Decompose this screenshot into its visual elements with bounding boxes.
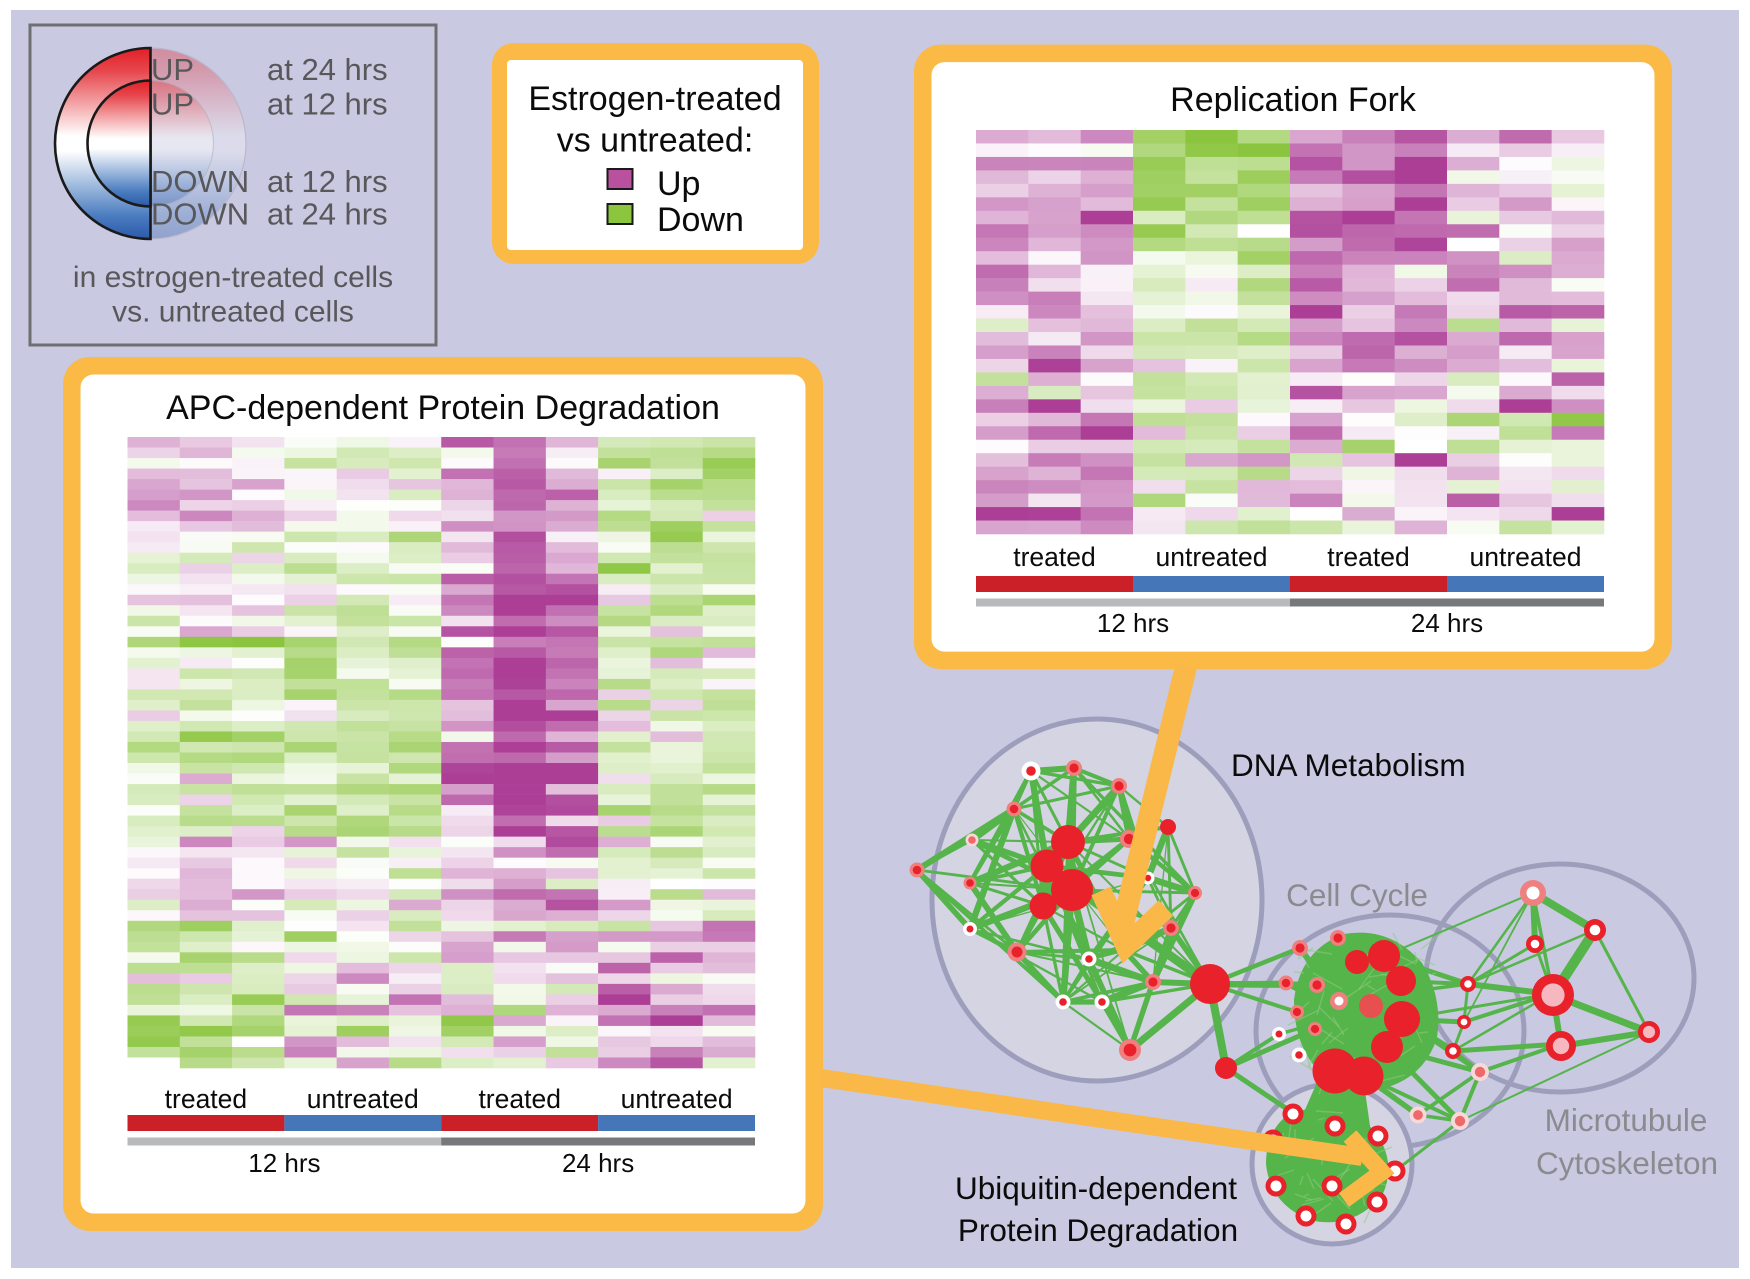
svg-text:UP: UP — [151, 52, 194, 87]
svg-text:UP: UP — [151, 87, 194, 122]
svg-text:at 12 hrs: at 12 hrs — [267, 87, 388, 122]
svg-text:untreated: untreated — [1470, 542, 1582, 572]
svg-text:untreated: untreated — [621, 1084, 733, 1114]
svg-text:untreated: untreated — [307, 1084, 419, 1114]
svg-text:treated: treated — [478, 1084, 561, 1114]
svg-text:DOWN: DOWN — [151, 164, 249, 199]
svg-text:APC-dependent Protein Degradat: APC-dependent Protein Degradation — [166, 389, 720, 427]
svg-text:Estrogen-treated: Estrogen-treated — [528, 80, 781, 118]
svg-text:12 hrs: 12 hrs — [1097, 608, 1169, 638]
svg-text:at 12 hrs: at 12 hrs — [267, 164, 388, 199]
svg-text:12 hrs: 12 hrs — [248, 1148, 320, 1178]
svg-text:Protein Degradation: Protein Degradation — [958, 1212, 1238, 1248]
svg-text:treated: treated — [1327, 542, 1410, 572]
svg-text:Cytoskeleton: Cytoskeleton — [1536, 1145, 1718, 1181]
svg-text:24 hrs: 24 hrs — [1411, 608, 1483, 638]
svg-text:vs untreated:: vs untreated: — [557, 122, 754, 160]
svg-text:at 24 hrs: at 24 hrs — [267, 52, 388, 87]
svg-text:DNA Metabolism: DNA Metabolism — [1231, 747, 1466, 783]
svg-text:treated: treated — [165, 1084, 248, 1114]
svg-text:Down: Down — [657, 201, 744, 239]
svg-text:in estrogen-treated cells: in estrogen-treated cells — [73, 261, 393, 294]
svg-text:treated: treated — [1013, 542, 1096, 572]
svg-text:Cell Cycle: Cell Cycle — [1286, 877, 1428, 913]
svg-text:DOWN: DOWN — [151, 197, 249, 232]
svg-text:at 24 hrs: at 24 hrs — [267, 197, 388, 232]
svg-text:Up: Up — [657, 165, 700, 203]
svg-text:24 hrs: 24 hrs — [562, 1148, 634, 1178]
svg-text:vs. untreated cells: vs. untreated cells — [112, 296, 354, 329]
svg-text:Microtubule: Microtubule — [1545, 1102, 1708, 1138]
svg-text:untreated: untreated — [1156, 542, 1268, 572]
svg-text:Replication Fork: Replication Fork — [1170, 81, 1417, 119]
svg-text:Ubiquitin-dependent: Ubiquitin-dependent — [955, 1170, 1237, 1206]
